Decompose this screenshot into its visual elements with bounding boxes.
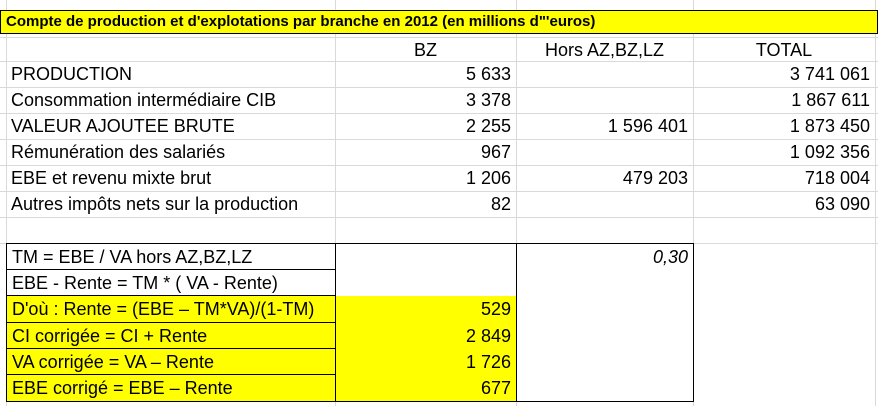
calc-row-divider — [6, 347, 336, 349]
gridline — [0, 191, 878, 192]
calc-label[interactable]: D'où : Rente = (EBE – TM*VA)/(1-TM) — [12, 299, 315, 320]
cell-total[interactable]: 1 867 611 — [791, 90, 870, 110]
calc-hors-box — [516, 243, 694, 402]
calc-hors[interactable]: 0,30 — [652, 247, 688, 267]
calc-row-divider — [6, 321, 336, 323]
cell-bz[interactable]: 3 378 — [465, 90, 511, 110]
cell-total[interactable]: 718 004 — [804, 168, 870, 188]
header-total[interactable]: TOTAL — [755, 40, 813, 60]
gridline — [0, 113, 878, 114]
gridline — [6, 0, 7, 406]
cell-bz[interactable]: 82 — [490, 194, 511, 214]
row-label[interactable]: Rémunération des salariés — [11, 142, 226, 162]
gridline — [0, 217, 878, 218]
cell-total[interactable]: 1 873 450 — [789, 116, 870, 136]
cell-bz[interactable]: 967 — [480, 142, 511, 162]
gridline — [693, 0, 694, 406]
calc-row-divider — [6, 295, 336, 297]
header-bz[interactable]: BZ — [413, 40, 437, 60]
cell-bz[interactable]: 5 633 — [465, 64, 511, 84]
calc-label[interactable]: EBE corrigé = EBE – Rente — [12, 378, 233, 398]
row-label[interactable]: PRODUCTION — [11, 64, 132, 84]
cell-hors[interactable]: 479 203 — [622, 168, 688, 188]
row-label[interactable]: VALEUR AJOUTEE BRUTE — [11, 116, 235, 136]
cell-total[interactable]: 63 090 — [814, 194, 870, 214]
header-hors[interactable]: Hors AZ,BZ,LZ — [544, 40, 665, 60]
calc-label[interactable]: EBE - Rente = TM * ( VA - Rente) — [12, 273, 278, 294]
calc-label[interactable]: CI corrigée = CI + Rente — [12, 325, 208, 346]
calc-label[interactable]: TM = EBE / VA hors AZ,BZ,LZ — [12, 247, 253, 267]
row-label[interactable]: EBE et revenu mixte brut — [11, 168, 212, 188]
highlight-block — [6, 296, 516, 402]
gridline — [0, 37, 878, 38]
row-label[interactable]: Autres impôts nets sur la production — [11, 194, 299, 214]
cell-hors[interactable]: 1 596 401 — [607, 116, 688, 136]
gridline — [875, 0, 876, 406]
gridline — [0, 139, 878, 140]
gridline — [0, 61, 878, 62]
cell-total[interactable]: 1 092 356 — [789, 142, 870, 162]
cell-bz[interactable]: 2 255 — [465, 116, 511, 136]
calc-row-divider — [6, 374, 336, 375]
gridline — [335, 0, 336, 406]
sheet-title[interactable]: Compte de production et d'explotations p… — [0, 10, 878, 34]
calc-bz[interactable]: 677 — [480, 378, 511, 398]
cell-total[interactable]: 3 741 061 — [789, 64, 870, 84]
row-label[interactable]: Consommation intermédiaire CIB — [11, 90, 277, 110]
calc-row-divider — [6, 269, 336, 271]
calc-label[interactable]: VA corrigée = VA – Rente — [12, 351, 214, 372]
calc-bz[interactable]: 2 849 — [465, 325, 511, 346]
cell-bz[interactable]: 1 206 — [465, 168, 511, 188]
gridline — [0, 165, 878, 166]
gridline — [516, 0, 517, 406]
gridline — [0, 87, 878, 88]
calc-bz[interactable]: 1 726 — [465, 351, 511, 372]
calc-bz[interactable]: 529 — [480, 299, 511, 320]
